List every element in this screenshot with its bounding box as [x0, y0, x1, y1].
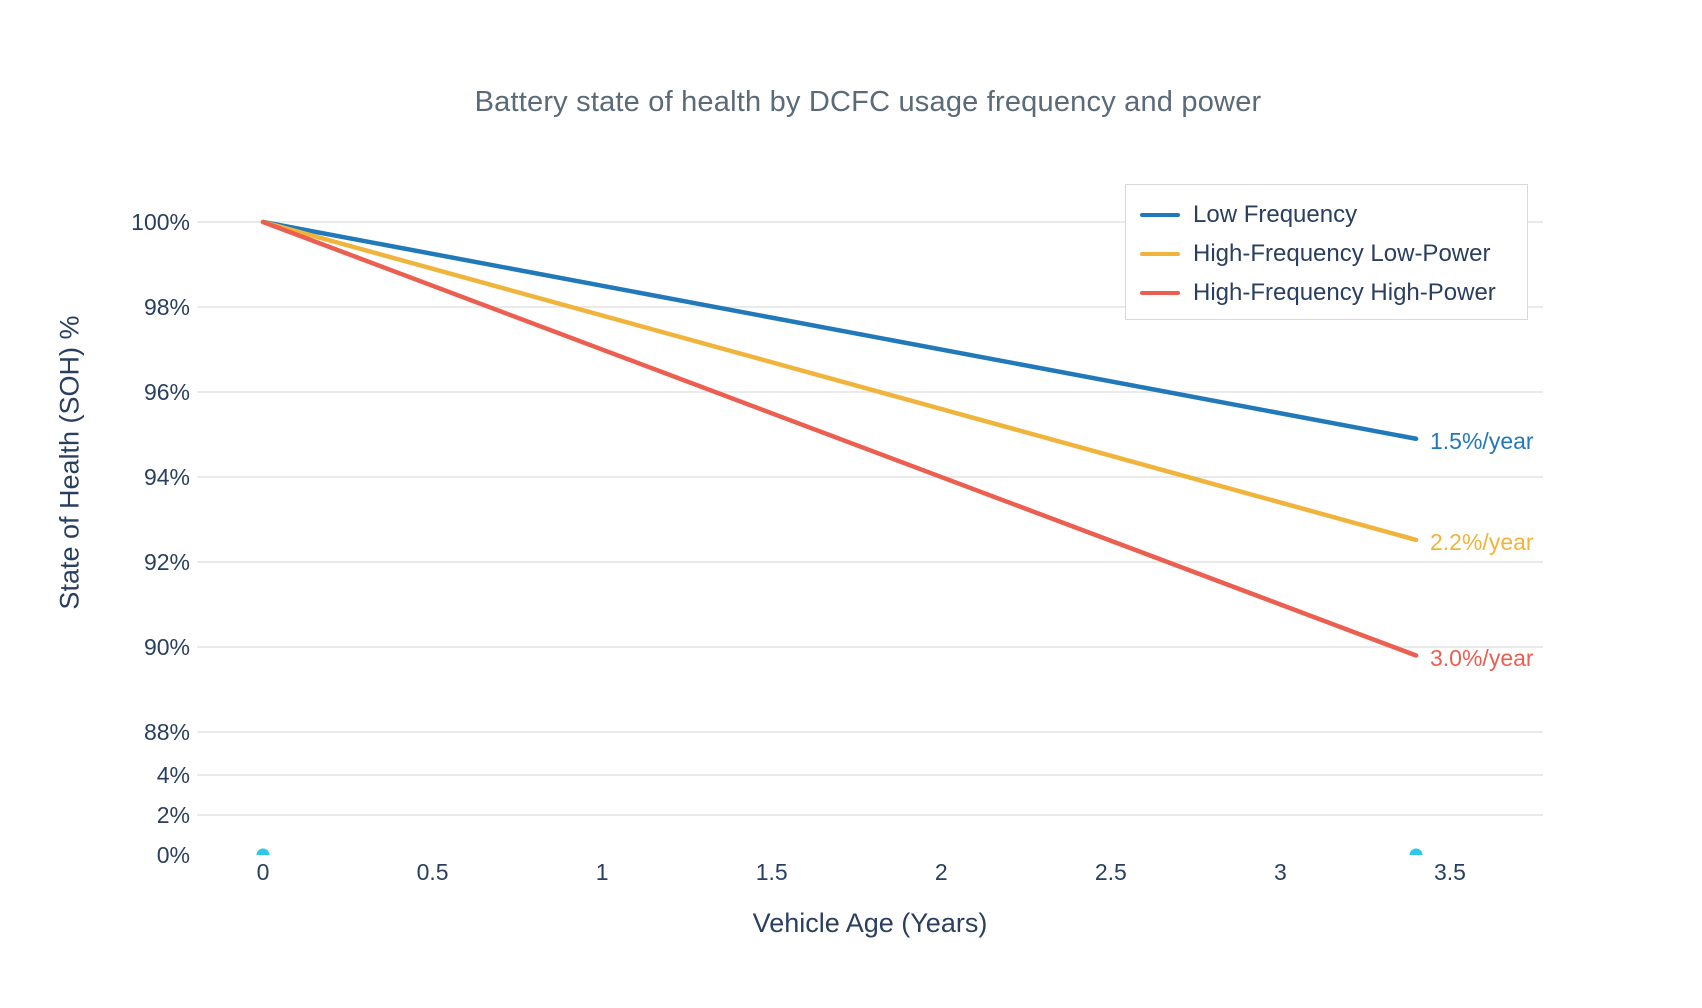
series-line-low-frequency[interactable] [260, 219, 1419, 441]
legend-label: High-Frequency Low-Power [1193, 239, 1491, 267]
x-tick-label-0.5: 0.5 [416, 859, 449, 885]
baseline-marker-1 [1409, 848, 1423, 855]
y-tick-label-4: 4% [156, 762, 190, 788]
x-tick-label-1.5: 1.5 [755, 859, 788, 885]
gridlines [197, 221, 1543, 816]
series-line-high-frequency-high-power[interactable] [260, 219, 1419, 658]
y-tick-label-2: 2% [156, 802, 190, 828]
series-line-high-frequency-low-power[interactable] [260, 219, 1419, 543]
x-tick-label-1: 1 [595, 859, 609, 885]
y-tick-label-100: 100% [131, 209, 190, 235]
x-tick-label-0: 0 [256, 859, 270, 885]
legend-swatch [1140, 251, 1180, 256]
legend-item-high-frequency-high-power[interactable]: High-Frequency High-Power [1140, 273, 1527, 312]
legend-swatch [1140, 290, 1180, 295]
chart-title: Battery state of health by DCFC usage fr… [474, 86, 1262, 118]
y-tick-label-92: 92% [143, 549, 190, 575]
annotation-1.5: 1.5%/year [1430, 427, 1534, 454]
legend-label: Low Frequency [1193, 200, 1358, 228]
y-tick-label-94: 94% [143, 464, 190, 490]
x-tick-label-2: 2 [934, 859, 948, 885]
x-tick-label-3.5: 3.5 [1433, 859, 1466, 885]
series-lines [260, 219, 1419, 658]
x-tick-label-2.5: 2.5 [1094, 859, 1127, 885]
y-tick-label-88: 88% [143, 719, 190, 745]
y-tick-label-96: 96% [143, 379, 190, 405]
x-axis-title: Vehicle Age (Years) [752, 908, 988, 938]
legend-swatch [1140, 212, 1180, 217]
y-tick-label-0: 0% [156, 842, 190, 868]
legend-item-high-frequency-low-power[interactable]: High-Frequency Low-Power [1140, 234, 1527, 273]
y-tick-label-98: 98% [143, 294, 190, 320]
x-tick-label-3: 3 [1274, 859, 1287, 885]
annotation-2.2: 2.2%/year [1430, 528, 1534, 555]
baseline-marker-0 [256, 848, 270, 855]
y-tick-label-90: 90% [143, 634, 190, 660]
annotation-3.0: 3.0%/year [1430, 644, 1534, 671]
legend-item-low-frequency[interactable]: Low Frequency [1140, 195, 1527, 234]
baseline-markers [256, 848, 1423, 855]
legend: Low Frequency High-Frequency Low-Power Hig… [1125, 184, 1528, 320]
legend-label: High-Frequency High-Power [1193, 278, 1496, 306]
